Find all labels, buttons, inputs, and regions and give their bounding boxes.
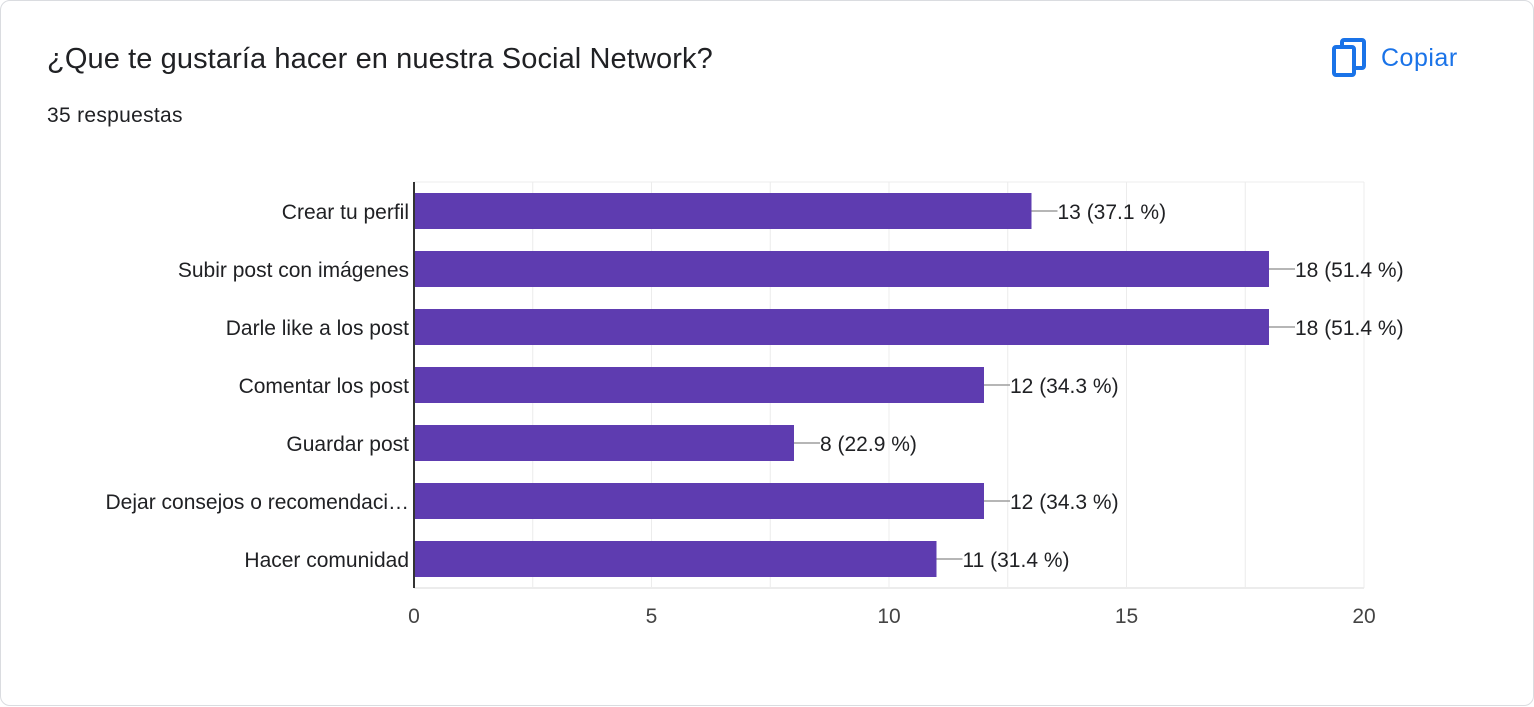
x-tick-label: 0: [408, 605, 420, 628]
category-label: Hacer comunidad: [244, 549, 409, 572]
data-label: 11 (31.4 %): [963, 549, 1070, 572]
data-label: 18 (51.4 %): [1295, 259, 1404, 282]
copy-icon: [1331, 37, 1367, 79]
x-tick-label: 10: [877, 605, 900, 628]
category-label: Subir post con imágenes: [178, 259, 409, 282]
bar: [414, 193, 1032, 229]
bar: [414, 251, 1269, 287]
bar: [414, 483, 984, 519]
bar: [414, 541, 937, 577]
category-label: Crear tu perfil: [282, 201, 409, 224]
bar: [414, 309, 1269, 345]
copy-button[interactable]: Copiar: [1319, 31, 1470, 85]
category-label: Dejar consejos o recomendaci…: [106, 491, 409, 514]
data-label: 13 (37.1 %): [1058, 201, 1167, 224]
bar: [414, 425, 794, 461]
response-count: 35 respuestas: [47, 104, 183, 127]
data-label: 12 (34.3 %): [1010, 491, 1119, 514]
copy-label: Copiar: [1381, 43, 1458, 72]
data-label: 18 (51.4 %): [1295, 317, 1404, 340]
x-tick-label: 15: [1115, 605, 1138, 628]
data-label: 12 (34.3 %): [1010, 375, 1119, 398]
category-label: Darle like a los post: [226, 317, 409, 340]
x-tick-label: 5: [646, 605, 658, 628]
x-tick-label: 20: [1352, 605, 1375, 628]
data-label: 8 (22.9 %): [820, 433, 917, 456]
question-title: ¿Que te gustaría hacer en nuestra Social…: [47, 43, 713, 75]
category-label: Guardar post: [286, 433, 409, 456]
bar: [414, 367, 984, 403]
category-label: Comentar los post: [239, 375, 410, 398]
